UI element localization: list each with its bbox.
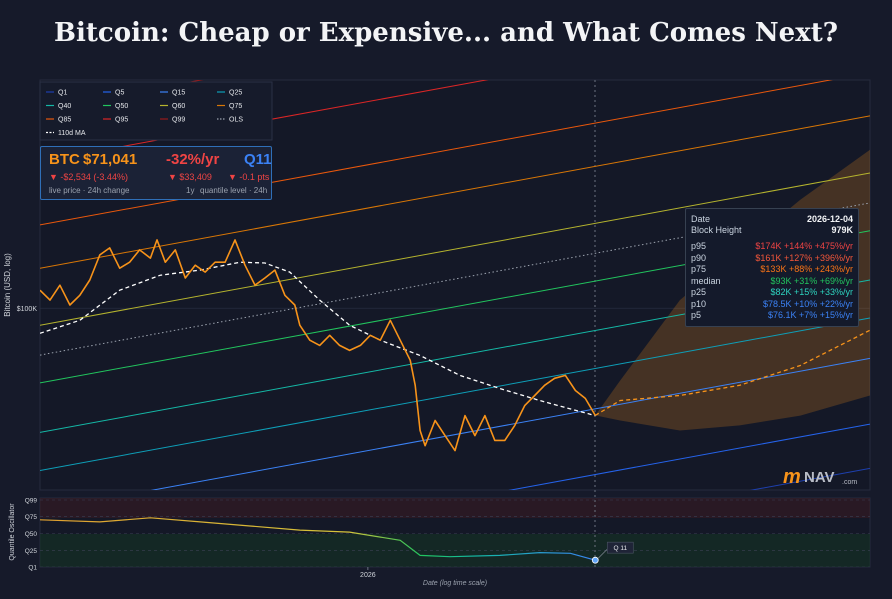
tooltip-row: p10 $78.5K +10% +22%/yr [691, 299, 853, 310]
series-line [40, 261, 596, 417]
tooltip-row-label: p5 [691, 310, 702, 320]
legend-label: Q5 [115, 90, 124, 97]
oscillator-end-label: Q 11 [613, 545, 627, 552]
tooltip-row-label: p25 [691, 287, 707, 297]
tooltip-row-value: $93K +31% +69%/yr [770, 275, 853, 286]
tooltip-date-label: Date [691, 214, 711, 224]
legend-label: Q85 [58, 117, 71, 124]
legend-label: Q15 [172, 90, 185, 97]
ticker: BTC [49, 151, 80, 168]
tooltip-row: p25 $82K +15% +33%/yr [691, 287, 853, 298]
tooltip-block-label: Block Height [691, 225, 742, 235]
series-line [40, 172, 870, 326]
x-tick-label: 2026 [360, 572, 376, 579]
legend-label: OLS [229, 117, 243, 124]
legend-label: Q40 [58, 103, 71, 110]
legend: Q1 Q5 Q15 Q25 Q40 Q50 Q60 Q75 Q85 Q95 Q99 OLS 110d M… [46, 90, 243, 137]
page-title: Bitcoin: Cheap or Expensive... and What … [54, 18, 838, 48]
tooltip-date-row: Date 2026-12-04 [691, 214, 853, 225]
series-line [150, 357, 870, 490]
oscillator-label-leader [598, 548, 608, 559]
legend-label: Q25 [229, 90, 242, 97]
axes: Bitcoin (USD, log) Quantile Oscillator D… [3, 253, 634, 587]
tooltip-row-label: median [691, 275, 721, 286]
price-line [40, 239, 596, 452]
price-change: ▼ -$2,534 (-3.44%) [49, 172, 128, 182]
legend-label: 110d MA [58, 130, 86, 137]
yearly-change: ▼ $33,409 [168, 172, 212, 182]
quantile-change: ▼ -0.1 pts [228, 172, 270, 182]
tooltip-block: 979K [831, 225, 853, 235]
series-line [40, 317, 870, 471]
oscillator-plot [40, 499, 870, 567]
legend-label: Q1 [58, 90, 67, 97]
tooltip-row-value: $78.5K +10% +22%/yr [762, 298, 853, 309]
series-line [40, 115, 870, 269]
tooltip-row-value: $161K +127% +396%/yr [755, 252, 853, 263]
note-right: quantile level · 24h [200, 186, 268, 195]
tooltip-row-label: p90 [691, 252, 707, 263]
legend-label: Q99 [172, 117, 185, 124]
oscillator-label-box [606, 541, 634, 554]
overvalued-zone [40, 498, 870, 518]
legend-box [39, 81, 273, 141]
forecast-tooltip: Date 2026-12-04 Block Height 979K p95 $174K… [685, 208, 859, 327]
tooltip-row-label: p10 [691, 298, 707, 309]
tooltip-row-label: p95 [691, 241, 707, 251]
oscillator-y-label: Quantile Oscillator [9, 503, 16, 561]
tooltip-date: 2026-12-04 [806, 214, 853, 224]
oscillator-current-point [591, 556, 599, 564]
note-mid: 1y [186, 186, 195, 195]
tooltip-row-value: $82K +15% +33%/yr [770, 287, 853, 297]
series-line [40, 202, 870, 356]
watermark: m NAV .com [783, 466, 857, 488]
x-axis-label: Date (log time scale) [423, 580, 487, 587]
y-tick-label: Q99 [25, 498, 38, 505]
y-tick-label: Q75 [25, 514, 38, 521]
oscillator-line [40, 517, 596, 561]
y-tick-label: $100K [17, 306, 38, 313]
forecast-median [594, 329, 870, 416]
y-tick-label: Q25 [25, 548, 38, 555]
legend-label: Q75 [229, 103, 242, 110]
tooltip-row: median $93K +31% +69%/yr [691, 276, 853, 287]
legend-label: Q60 [172, 103, 185, 110]
series-line [508, 423, 870, 490]
tooltip-row: p90 $161K +127% +396%/yr [691, 253, 853, 264]
legend-label: Q50 [115, 103, 128, 110]
tooltip-row-value: $133K +88% +243%/yr [760, 264, 853, 274]
tooltip-row: p75 $133K +88% +243%/yr [691, 264, 853, 275]
tooltip-row-value: $174K +144% +475%/yr [755, 241, 853, 251]
y-tick-label: Q1 [28, 565, 37, 572]
quantile-level: Q11 [244, 151, 272, 168]
watermark-suffix: .com [842, 479, 857, 486]
tooltip-row-label: p75 [691, 264, 707, 274]
y-axis-label: Bitcoin (USD, log) [3, 253, 12, 317]
tooltip-row: p5 $76.1K +7% +15%/yr [691, 310, 853, 321]
price-info-box: BTC $71,041 -32%/yr Q11 ▼ -$2,534 (-3.44… [40, 146, 272, 200]
watermark-logo: m [783, 466, 801, 488]
y-tick-label: Q50 [25, 531, 38, 538]
current-price: $71,041 [83, 151, 138, 168]
note-left: live price · 24h change [49, 186, 130, 195]
tooltip-row: p95 $174K +144% +475%/yr [691, 241, 853, 252]
watermark-name: NAV [804, 469, 835, 486]
tooltip-row-value: $76.1K +7% +15%/yr [767, 310, 853, 320]
tooltip-block-row: Block Height 979K [691, 225, 853, 236]
annual-change: -32%/yr [166, 151, 220, 168]
legend-label: Q95 [115, 117, 128, 124]
